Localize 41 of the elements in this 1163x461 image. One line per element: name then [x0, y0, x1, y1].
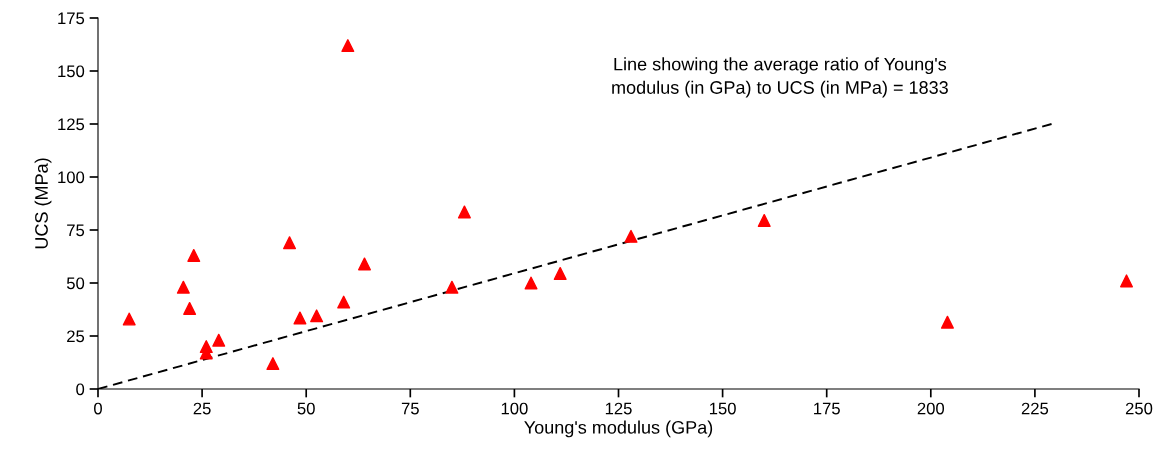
y-tick-label: 0	[76, 383, 85, 396]
y-tick-label: 75	[67, 224, 85, 237]
point	[212, 333, 226, 347]
x-tick-label: 50	[297, 402, 315, 415]
point	[122, 312, 136, 326]
y-tick-label: 25	[67, 330, 85, 343]
x-tick-label: 150	[709, 402, 736, 415]
point	[283, 236, 297, 250]
x-tick-label: 0	[94, 402, 102, 415]
y-tick-label: 150	[58, 65, 85, 78]
y-axis-title: UCS (MPa)	[34, 158, 52, 249]
point	[341, 39, 355, 53]
x-tick-label: 75	[401, 402, 419, 415]
y-tick-label: 125	[58, 118, 85, 131]
point	[445, 280, 459, 294]
point	[266, 357, 280, 371]
point	[553, 266, 567, 280]
point	[457, 205, 471, 219]
x-tick-label: 25	[193, 402, 211, 415]
point	[757, 213, 771, 227]
x-axis-title: Young's modulus (GPa)	[524, 420, 713, 438]
point	[176, 280, 190, 294]
x-tick-label: 125	[605, 402, 632, 415]
y-tick-label: 50	[66, 277, 85, 290]
x-tick-label: 175	[814, 402, 840, 415]
point	[624, 229, 638, 243]
point	[357, 257, 372, 271]
annotation: Line showing the average ratio of Young's modulus (in GPa) to UCS (in MPa) = 1833	[612, 57, 948, 98]
point	[524, 276, 538, 290]
y-tick-label: 175	[58, 12, 85, 25]
point	[940, 315, 954, 329]
point	[310, 309, 324, 323]
x-tick-label: 250	[1125, 402, 1153, 415]
x-tick-label: 200	[917, 402, 945, 415]
x-tick-label: 100	[501, 402, 528, 415]
y-tick-label: 100	[58, 171, 85, 184]
point	[337, 295, 351, 309]
x-tick-label: 225	[1021, 402, 1049, 415]
point	[183, 301, 197, 315]
point	[1120, 274, 1134, 288]
point	[187, 248, 201, 262]
